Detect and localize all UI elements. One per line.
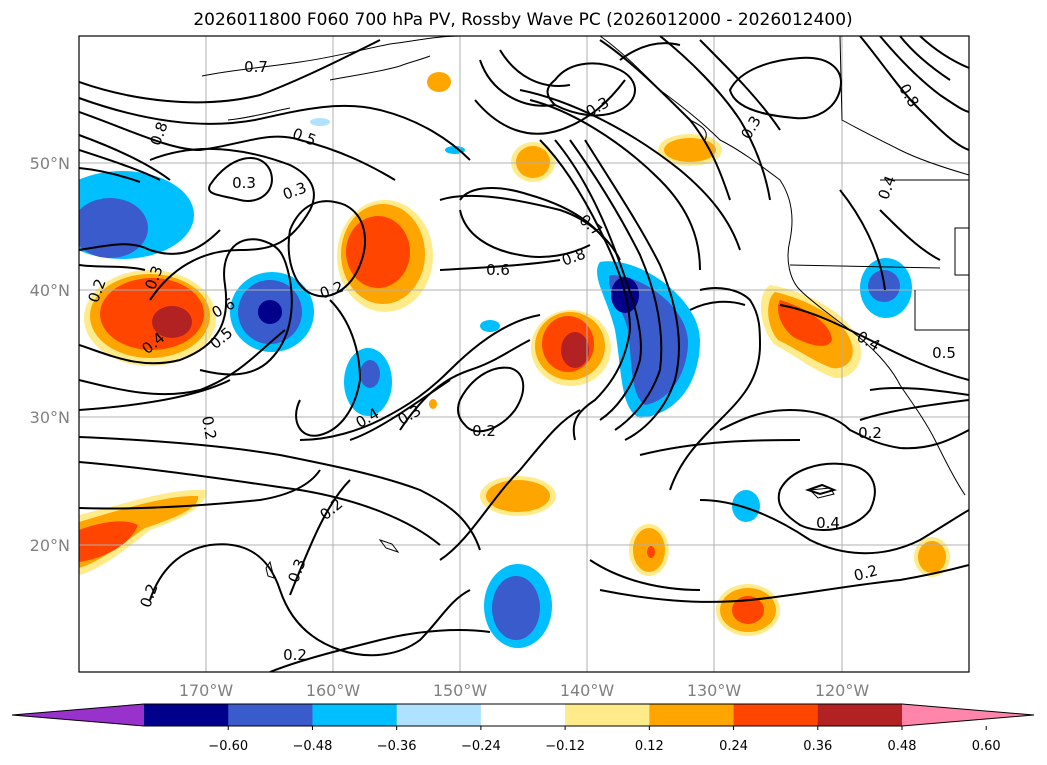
lon-label: 150°W	[433, 681, 488, 700]
anomaly-neg-145w	[484, 564, 552, 648]
lon-label: 160°W	[306, 681, 361, 700]
anomaly-pos-151w	[427, 72, 451, 92]
colorbar-tick-label: 0.48	[888, 739, 917, 754]
colorbar-tick-label: 0.60	[972, 739, 1001, 754]
colorbar-tick-label: −0.24	[461, 739, 501, 754]
anomaly-pos-112w	[914, 537, 950, 577]
colorbar-outline	[11, 703, 1035, 727]
lat-label: 40°N	[30, 281, 70, 300]
colorbar: −0.60 −0.48 −0.36 −0.24 −0.12 0.12 0.24 0.36 0.4…	[11, 703, 1035, 754]
lon-label: 140°W	[560, 681, 615, 700]
colorbar-segment	[649, 704, 735, 726]
anomaly-neg-129w	[732, 490, 760, 522]
pv-contours	[79, 36, 969, 672]
colorbar-tick-label: −0.12	[545, 739, 585, 754]
contour-label: 0.2	[283, 646, 307, 664]
anomaly-pos-128w	[716, 584, 780, 636]
colorbar-tick-label: 0.12	[635, 739, 664, 754]
contour-label: 0.2	[198, 415, 220, 442]
colorbar-tick-label: −0.48	[293, 739, 333, 754]
anomaly-pos-w	[84, 270, 216, 366]
anomaly-neg-165w	[230, 272, 314, 352]
coastlines	[201, 36, 969, 579]
lon-label: 130°W	[687, 681, 742, 700]
colorbar-segment	[817, 704, 903, 726]
map-panel: 0.7 0.5 0.3 0.3 0.8 0.3 0.2 0.4 0.6 0.5 …	[78, 35, 970, 673]
colorbar-extend-high	[902, 704, 1034, 726]
lat-label: 50°N	[30, 154, 70, 173]
colorbar-segment	[396, 704, 482, 726]
anomaly-pos-156w	[337, 200, 433, 312]
colorbar-tick-label: −0.60	[208, 739, 248, 754]
anomaly-pos-142w	[511, 142, 555, 182]
colorbar-segment	[228, 704, 313, 726]
colorbar-segment	[733, 704, 819, 726]
colorbar-segment	[312, 704, 398, 726]
contour-label: 0.5	[932, 344, 956, 362]
lon-label: 120°W	[815, 681, 870, 700]
colorbar-tick-label: 0.36	[803, 739, 832, 754]
map-frame	[78, 35, 970, 673]
contour-label: 0.2	[858, 424, 882, 442]
contour-label: 0.2	[852, 561, 880, 585]
lat-label: 30°N	[30, 408, 70, 427]
lon-labels: 170°W 160°W 150°W 140°W 130°W 120°W	[179, 681, 870, 700]
colorbar-tick-label: 0.24	[719, 739, 748, 754]
anomaly-pos-141w	[531, 310, 611, 386]
anomaly-neg-nw	[79, 171, 194, 259]
contour-label: 0.3	[232, 174, 256, 192]
colorbar-extend-low	[12, 704, 144, 726]
pv-shading	[79, 72, 950, 648]
colorbar-tick-label: −0.36	[377, 739, 417, 754]
figure-title: 2026011800 F060 700 hPa PV, Rossby Wave …	[193, 10, 852, 30]
colorbar-segment	[144, 704, 229, 726]
anomaly-pos-124w	[760, 285, 861, 379]
lat-label: 20°N	[30, 536, 70, 555]
anomaly-pos-sw	[79, 489, 206, 575]
colorbar-segments	[11, 703, 1035, 727]
colorbar-segment	[565, 704, 650, 726]
lon-label: 170°W	[179, 681, 234, 700]
contour-label: 0.4	[816, 514, 840, 532]
colorbar-segment	[480, 704, 566, 726]
colorbar-ticks: −0.60 −0.48 −0.36 −0.24 −0.12 0.12 0.24 0.36 0.4…	[208, 726, 1001, 754]
contour-label: 0.6	[486, 261, 510, 279]
anomaly-pos-146w	[480, 476, 556, 516]
lat-labels: 50°N 40°N 30°N 20°N	[30, 154, 70, 555]
anomaly-pos-135w	[629, 524, 669, 576]
contour-label: 0.2	[472, 422, 496, 440]
contour-label: 0.7	[244, 58, 268, 76]
